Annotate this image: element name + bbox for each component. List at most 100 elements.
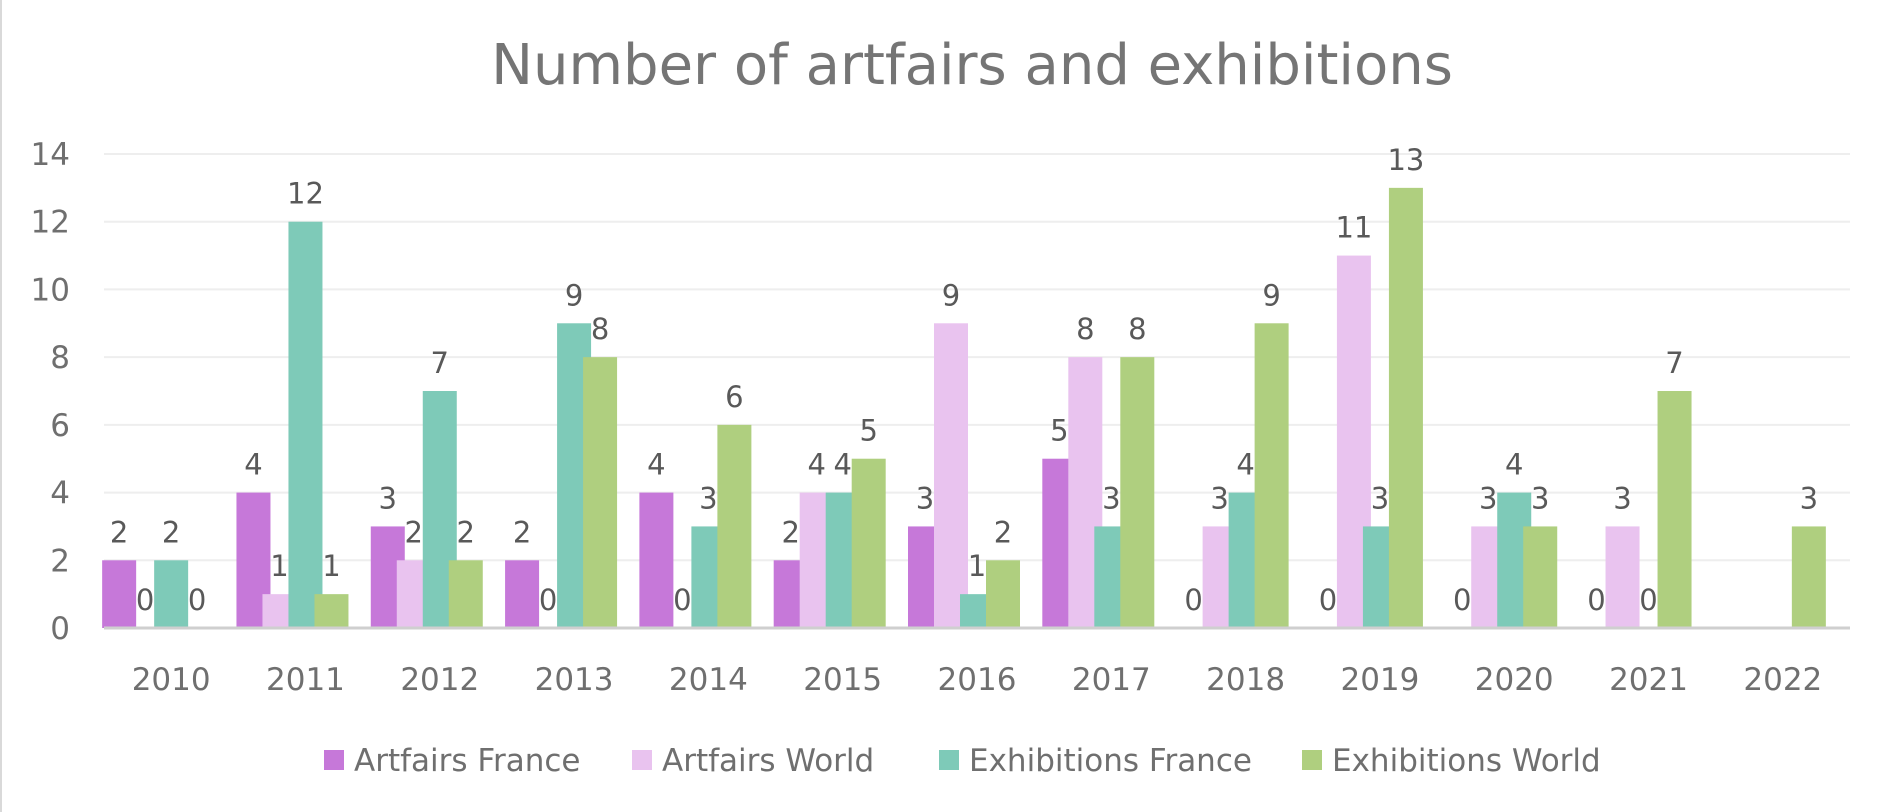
data-label: 5 [1050, 414, 1068, 448]
data-label: 0 [539, 583, 557, 617]
bar-exhibitions-world-2019 [1388, 187, 1423, 628]
bar-exhibitions-world-2014 [717, 424, 752, 628]
x-tick-label: 2019 [1340, 662, 1419, 698]
bar-exhibitions-world-2022 [1791, 526, 1826, 628]
x-tick-label: 2014 [669, 662, 748, 698]
bar-artfairs-france-2013 [505, 560, 540, 628]
data-label: 0 [1587, 583, 1605, 617]
bar-exhibitions-world-2013 [583, 357, 618, 628]
data-label: 3 [1210, 481, 1228, 515]
bar-exhibitions-world-2011 [314, 594, 349, 628]
legend-label: Exhibitions France [969, 743, 1252, 779]
x-tick-label: 2010 [132, 662, 211, 698]
x-tick-label: 2017 [1072, 662, 1151, 698]
data-label: 4 [647, 448, 665, 482]
data-label: 0 [188, 583, 206, 617]
legend-item: Artfairs France [324, 743, 580, 779]
data-label: 9 [565, 278, 583, 312]
data-label: 2 [162, 515, 180, 549]
data-label: 2 [994, 515, 1012, 549]
legend-swatch [1302, 750, 1322, 770]
y-tick-label: 2 [50, 543, 70, 579]
y-tick-label: 0 [50, 611, 70, 647]
bar-exhibitions-world-2017 [1120, 357, 1155, 628]
data-label: 2 [781, 515, 799, 549]
legend-label: Artfairs World [662, 743, 874, 779]
data-label: 0 [1639, 583, 1657, 617]
data-label: 13 [1387, 143, 1424, 177]
data-label: 3 [916, 481, 934, 515]
data-label: 2 [513, 515, 531, 549]
x-tick-label: 2018 [1206, 662, 1285, 698]
data-label: 0 [673, 583, 691, 617]
bar-exhibitions-world-2016 [986, 560, 1020, 628]
data-label: 4 [833, 448, 851, 482]
y-tick-label: 10 [31, 272, 70, 308]
bar-artfairs-france-2010 [102, 560, 137, 628]
data-label: 8 [1076, 312, 1094, 346]
y-tick-label: 14 [31, 137, 70, 173]
x-tick-label: 2016 [938, 662, 1017, 698]
data-label: 3 [1800, 481, 1818, 515]
data-label: 7 [1665, 346, 1683, 380]
data-label: 1 [968, 549, 986, 583]
legend-item: Artfairs World [632, 743, 874, 779]
legend-swatch [324, 750, 344, 770]
x-tick-label: 2020 [1475, 662, 1554, 698]
data-label: 3 [1531, 481, 1549, 515]
bar-artfairs-world-2016 [934, 323, 968, 628]
data-label: 11 [1335, 211, 1372, 245]
bar-exhibitions-world-2020 [1523, 526, 1558, 628]
y-tick-label: 6 [50, 408, 70, 444]
x-tick-label: 2021 [1609, 662, 1688, 698]
legend: Artfairs France Artfairs World Exhibitions… [324, 743, 1601, 779]
data-label: 4 [807, 448, 825, 482]
data-label: 6 [725, 380, 743, 414]
data-label: 3 [1613, 481, 1631, 515]
bar-exhibitions-world-2015 [851, 458, 886, 628]
data-label: 3 [379, 481, 397, 515]
data-label: 5 [859, 414, 877, 448]
y-tick-label: 12 [31, 205, 70, 241]
bar-exhibitions-france-2010 [154, 560, 189, 628]
legend-swatch [632, 750, 652, 770]
data-label: 2 [457, 515, 475, 549]
data-label: 3 [1102, 481, 1120, 515]
x-tick-label: 2015 [803, 662, 882, 698]
data-label: 0 [1453, 583, 1471, 617]
x-axis: 2010 2011 2012 2013 2014 2015 2016 2017 2018 2019… [104, 626, 1850, 698]
gridlines [104, 153, 1850, 562]
x-tick-label: 2011 [266, 662, 345, 698]
data-label: 2 [110, 515, 128, 549]
legend-label: Artfairs France [354, 743, 580, 779]
legend-item: Exhibitions World [1302, 743, 1601, 779]
data-label: 1 [270, 549, 288, 583]
data-label: 8 [1128, 312, 1146, 346]
data-label: 3 [1371, 481, 1389, 515]
data-label: 0 [136, 583, 154, 617]
data-label: 2 [405, 515, 423, 549]
data-label: 3 [699, 481, 717, 515]
data-label: 0 [1319, 583, 1337, 617]
x-tick-label: 2013 [535, 662, 614, 698]
data-label: 9 [1262, 278, 1280, 312]
legend-item: Exhibitions France [939, 743, 1252, 779]
data-label: 1 [322, 549, 340, 583]
chart-title: Number of artfairs and exhibitions [491, 33, 1453, 98]
data-label: 7 [431, 346, 449, 380]
data-label: 0 [1184, 583, 1202, 617]
bar-exhibitions-france-2011 [288, 221, 323, 628]
x-tick-label: 2022 [1743, 662, 1822, 698]
data-label: 4 [1505, 448, 1523, 482]
x-tick-label: 2012 [400, 662, 479, 698]
data-label: 4 [244, 448, 262, 482]
y-axis: 0 2 4 6 8 10 12 14 [31, 137, 70, 647]
data-label: 12 [287, 177, 324, 211]
data-label: 3 [1479, 481, 1497, 515]
bar-exhibitions-world-2021 [1657, 391, 1692, 628]
legend-label: Exhibitions World [1332, 743, 1601, 779]
y-tick-label: 8 [50, 340, 70, 376]
